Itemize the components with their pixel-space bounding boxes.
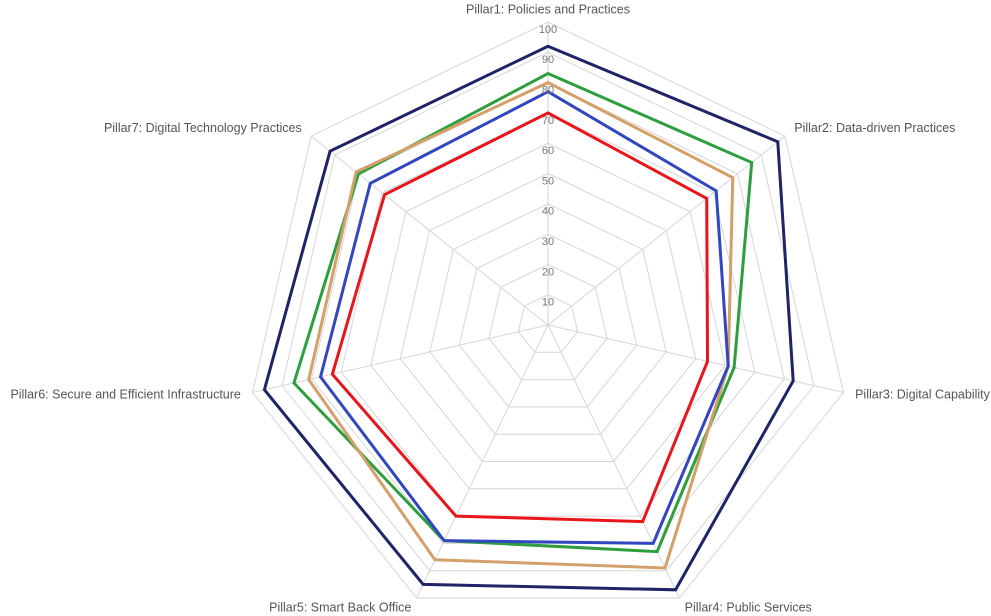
- r-tick-label: 20: [542, 266, 554, 278]
- r-tick-label: 90: [542, 54, 554, 66]
- spoke: [310, 135, 549, 326]
- grid-ring: [488, 263, 608, 381]
- axis-label: Pillar7: Digital Technology Practices: [104, 121, 302, 135]
- r-tick-label: 80: [542, 85, 554, 97]
- axis-label: Pillar5: Smart Back Office: [269, 600, 411, 614]
- r-tick-label: 40: [542, 206, 554, 218]
- r-tick-label: 10: [542, 297, 554, 309]
- series-line: [330, 111, 710, 524]
- axis-label: Pillar2: Data-driven Practices: [794, 121, 955, 135]
- grid-ring: [399, 172, 697, 462]
- spoke: [252, 324, 549, 393]
- grid-ring: [458, 233, 638, 408]
- grid-ring: [429, 203, 667, 435]
- spoke: [547, 135, 786, 326]
- grid-ring: [281, 51, 815, 572]
- r-tick-label: 30: [542, 236, 554, 248]
- r-tick-label: 100: [539, 24, 557, 36]
- series-line: [262, 44, 795, 592]
- r-tick-label: 60: [542, 145, 554, 157]
- axis-label: Pillar4: Public Services: [685, 600, 812, 614]
- r-tick-label: 50: [542, 175, 554, 187]
- axis-label: Pillar1: Policies and Practices: [466, 2, 630, 16]
- axis-label: Pillar6: Secure and Efficient Infrastruc…: [10, 387, 240, 401]
- r-tick-label: 70: [542, 115, 554, 127]
- series-line: [318, 89, 730, 545]
- grid-ring: [517, 294, 579, 353]
- axis-label: Pillar3: Digital Capability: [855, 387, 991, 401]
- grid-ring: [370, 142, 726, 490]
- grid-ring: [252, 21, 844, 599]
- spoke: [416, 324, 549, 599]
- series-line: [307, 80, 735, 570]
- spoke: [547, 324, 844, 393]
